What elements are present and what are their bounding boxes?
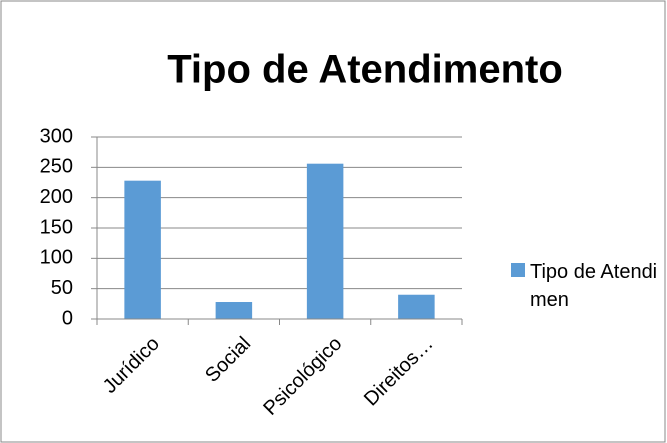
y-tick-label: 200 <box>40 186 73 208</box>
bar <box>398 294 435 319</box>
y-tick-label: 300 <box>40 125 73 147</box>
y-tick-label: 100 <box>40 247 73 269</box>
bar <box>306 163 344 319</box>
y-tick-label: 250 <box>40 156 73 178</box>
bar <box>124 180 161 319</box>
legend-label: Tipo de Atendimen <box>530 261 658 311</box>
y-tick-label: 50 <box>51 277 73 299</box>
bar <box>215 302 253 319</box>
y-tick-label: 0 <box>62 307 73 329</box>
y-tick-label: 150 <box>40 216 73 238</box>
legend-swatch <box>511 263 525 277</box>
chart-title: Tipo de Atendimento <box>167 48 563 92</box>
